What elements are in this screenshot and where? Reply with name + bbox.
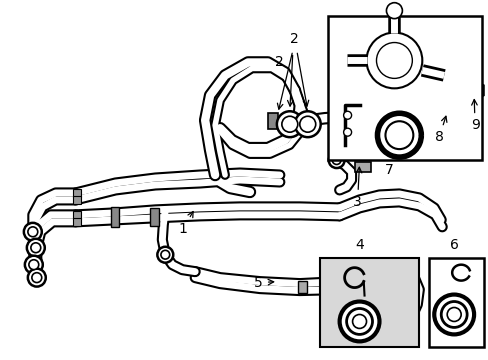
Circle shape [294, 111, 320, 137]
Text: 6: 6 [449, 238, 458, 252]
Circle shape [276, 111, 302, 137]
Circle shape [386, 3, 402, 19]
Bar [297, 280, 306, 293]
Text: 9: 9 [470, 99, 479, 132]
Text: 2: 2 [290, 32, 299, 46]
Circle shape [343, 128, 351, 136]
Text: 2: 2 [275, 55, 284, 69]
Circle shape [440, 302, 466, 328]
Circle shape [469, 85, 479, 95]
Circle shape [372, 332, 382, 341]
Bar [354, 162, 370, 172]
Bar [110, 207, 119, 227]
Bar [267, 113, 277, 129]
Circle shape [28, 227, 38, 237]
Bar [327, 15, 481, 160]
Text: 7: 7 [384, 163, 393, 177]
Circle shape [352, 315, 366, 328]
Bar [73, 189, 81, 197]
Circle shape [32, 273, 41, 283]
Circle shape [281, 116, 297, 132]
Circle shape [27, 239, 45, 257]
Circle shape [157, 247, 173, 263]
Bar [319, 258, 419, 347]
Text: 8: 8 [434, 116, 446, 144]
Circle shape [328, 152, 344, 168]
Bar [150, 208, 159, 226]
Circle shape [368, 328, 386, 345]
Circle shape [31, 243, 41, 253]
Bar [73, 211, 81, 219]
Circle shape [376, 42, 411, 78]
Circle shape [339, 302, 379, 341]
Circle shape [346, 309, 372, 334]
Circle shape [366, 32, 422, 88]
Circle shape [299, 116, 315, 132]
Circle shape [161, 250, 169, 259]
Circle shape [28, 269, 46, 287]
Bar [73, 196, 81, 204]
Circle shape [24, 223, 41, 241]
Text: 3: 3 [352, 167, 361, 209]
Bar [73, 218, 81, 226]
Circle shape [433, 294, 473, 334]
Text: 4: 4 [354, 238, 363, 252]
Polygon shape [466, 80, 483, 100]
Circle shape [377, 113, 421, 157]
Circle shape [385, 121, 412, 149]
Circle shape [29, 260, 39, 270]
Text: 1: 1 [179, 212, 193, 236]
Text: 5: 5 [254, 276, 273, 289]
Circle shape [447, 307, 460, 321]
Circle shape [331, 156, 340, 165]
Circle shape [25, 256, 42, 274]
Circle shape [343, 111, 351, 119]
Bar [428, 258, 483, 347]
